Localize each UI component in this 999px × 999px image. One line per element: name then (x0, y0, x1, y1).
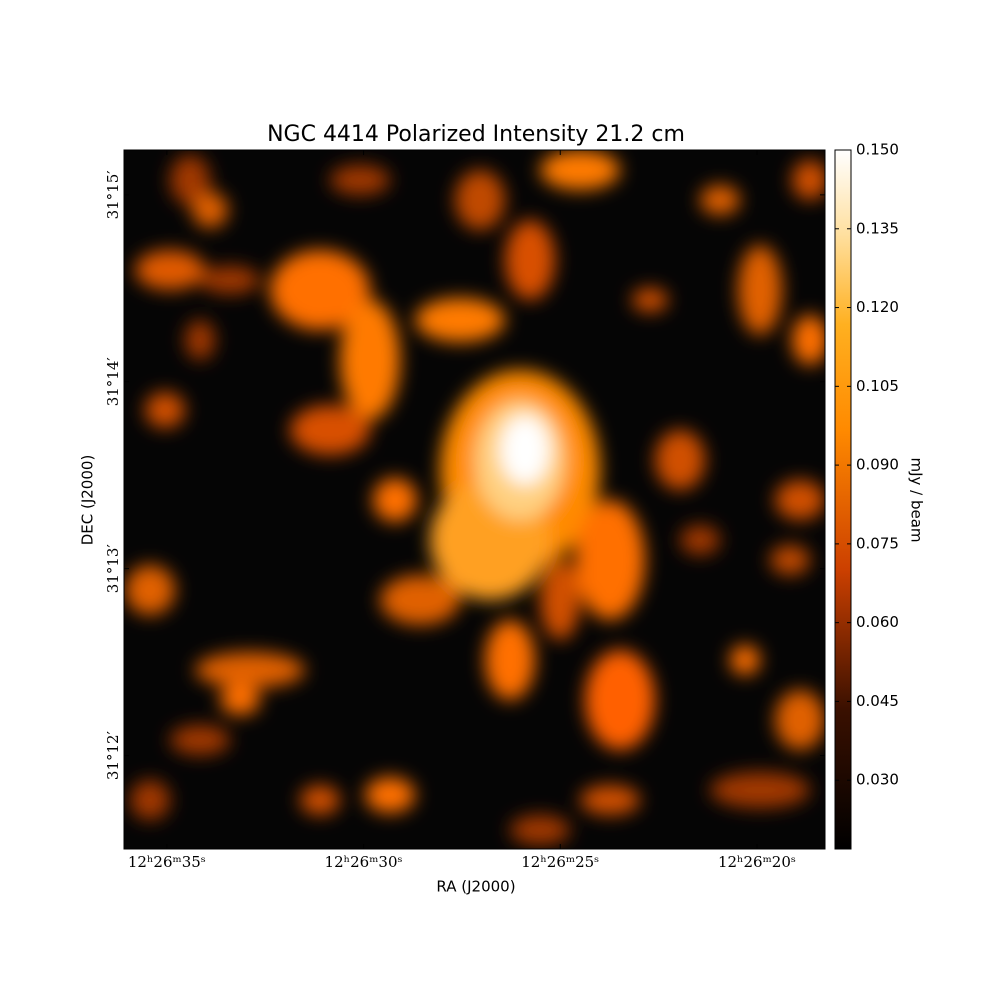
chart-title: NGC 4414 Polarized Intensity 21.2 cm (267, 122, 685, 147)
colorbar-tick-label: 0.075 (856, 534, 899, 552)
colorbar-tick-label: 0.105 (856, 377, 899, 395)
colorbar-tick-label: 0.135 (856, 219, 899, 237)
y-tick-label: 31°15′ (104, 170, 122, 220)
colorbar-tick-label: 0.030 (856, 771, 899, 789)
x-tick-label: 12ʰ26ᵐ30ˢ (325, 853, 403, 871)
colorbar-tick-label: 0.120 (856, 298, 899, 316)
colorbar-tick-label: 0.060 (856, 613, 899, 631)
y-tick-label: 31°14′ (104, 357, 122, 407)
colorbar-tick-label: 0.045 (856, 692, 899, 710)
colorbar-tick-label: 0.090 (856, 456, 899, 474)
x-tick-label: 12ʰ26ᵐ20ˢ (718, 853, 796, 871)
y-axis-label: DEC (J2000) (79, 455, 97, 546)
colorbar-label: mJy / beam (908, 457, 926, 542)
colorbar-tick-label: 0.150 (856, 141, 899, 159)
y-tick-label: 31°13′ (104, 544, 122, 594)
x-axis-label: RA (J2000) (436, 878, 515, 896)
image (124, 150, 825, 849)
y-tick-label: 31°12′ (104, 730, 122, 780)
colorbar (834, 149, 852, 850)
x-tick-label: 12ʰ26ᵐ25ˢ (521, 853, 599, 871)
x-tick-label: 12ʰ26ᵐ35ˢ (128, 853, 206, 871)
axes-frame (123, 149, 826, 850)
